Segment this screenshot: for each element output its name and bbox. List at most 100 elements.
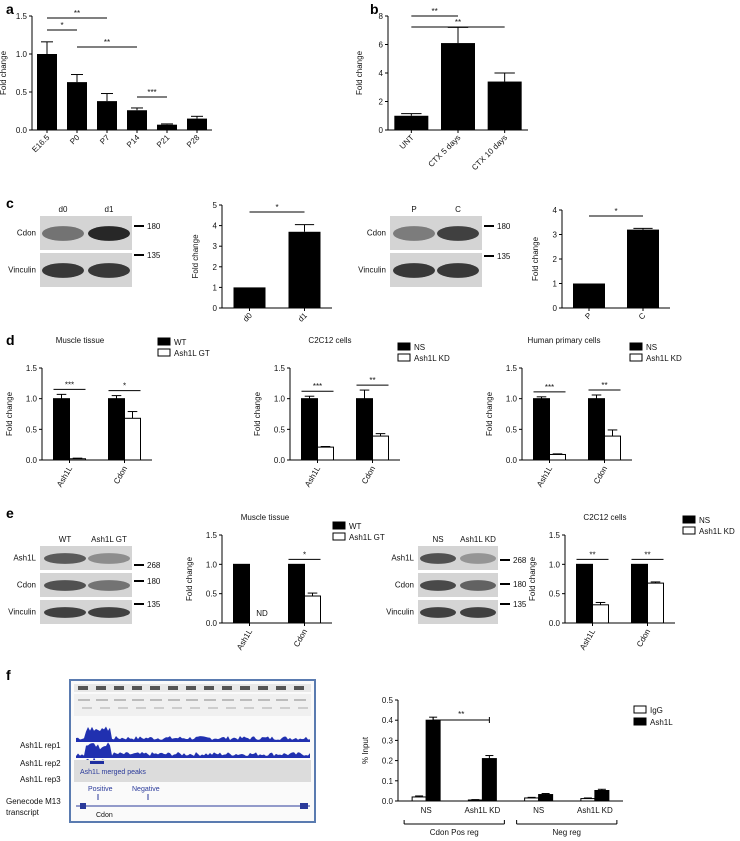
blot-c2: P C Cdon Vinculin 180 135 [358,205,511,287]
y-axis-label: Fold change [528,556,537,601]
bar-Ash1L-3 [594,789,610,802]
y-tick-label: 1 [213,283,218,292]
panel-label-e: e [6,505,14,521]
bar-Ash1L KD-1 [647,582,664,624]
x-tick-label: P21 [155,133,172,150]
bar-0 [394,115,429,130]
merged-peaks-track [74,760,311,782]
bar-WT-0 [53,398,70,461]
x-tick-label: NS [421,806,432,815]
band-0-1 [460,553,496,564]
ruler-mark [186,686,196,690]
legend-swatch-0 [397,342,411,351]
y-axis-label: Fold change [355,50,364,95]
chart-title: C2C12 cells [308,336,351,345]
y-tick-label: 1.5 [274,364,286,373]
y-tick-label: 0.1 [382,777,394,786]
y-tick-label: 0.5 [16,88,28,97]
bar-Ash1L-2 [538,794,554,802]
x-tick-label: Ash1L [55,464,74,489]
row-label-1: Cdon [395,581,414,590]
merged-peak-mark [90,761,104,764]
ruler-mark [132,686,142,690]
marker-label-2: 135 [513,600,527,609]
bar-WT-1 [288,563,305,624]
lane-label-1: Ash1L GT [91,535,127,544]
annotation: ND [256,609,268,618]
y-tick-label: 1.5 [16,12,28,21]
legend-label-1: Ash1L KD [414,354,450,363]
chart-c2: 0 1 2 3 4 Fold change P C * [531,206,670,322]
legend-label-0: IgG [650,706,663,715]
signal-track-2 [76,742,310,758]
x-tick-label: d0 [241,311,254,324]
track-label-2: Ash1L rep2 [20,759,61,768]
chart-d2: 0.0 0.5 1.0 1.5 Fold change C2C12 cells Ash1L *… [253,336,450,489]
marker-label-0: 180 [147,222,161,231]
bar-NS-1 [588,398,605,461]
ruler-mark [240,686,250,690]
lane-label-0: NS [432,535,443,544]
panel-label-b: b [370,1,379,17]
bar-Ash1L-0 [425,719,441,802]
marker-label-1: 180 [147,577,161,586]
x-tick-label: Cdon [360,465,377,486]
y-tick-label: 0.5 [26,425,38,434]
track-label-3: Ash1L rep3 [20,775,61,784]
blot-c1: d0 d1 Cdon Vinculin 180 135 [8,205,161,287]
lane-label-1: Ash1L KD [460,535,496,544]
sig-label: *** [313,382,322,391]
legend-label-1: Ash1L GT [174,349,210,358]
x-tick-label: Ash1L KD [577,806,613,815]
band-1-1 [88,263,130,278]
band-2-1 [88,607,130,618]
y-tick-label: 1.5 [206,531,218,540]
row-label-2: Vinculin [8,608,36,617]
y-tick-label: 1.5 [549,531,561,540]
y-tick-label: 1.0 [549,560,561,569]
y-tick-label: 4 [379,69,384,78]
bar-Ash1L KD-1 [372,435,389,461]
chart-title: Human primary cells [528,336,601,345]
sig-label: * [303,550,306,559]
sig-label: * [123,382,126,391]
band-2-0 [44,607,86,618]
lane-label-1: d1 [105,205,114,214]
bar-Ash1L-1 [481,758,497,802]
band-0-1 [88,226,130,241]
row-label-1: Vinculin [358,266,386,275]
y-tick-label: 3 [553,231,558,240]
band-0-0 [393,226,435,241]
bar-WT-1 [108,398,125,461]
row-label-2: Vinculin [386,608,414,617]
legend-swatch-1 [629,353,643,362]
chart-title: Muscle tissue [56,336,105,345]
bar-0 [233,287,266,308]
y-axis-label: Fold change [253,391,262,436]
bar-IgG-2 [524,797,540,802]
negative-label: Negative [132,786,160,793]
y-tick-label: 6 [379,41,384,50]
bar-3 [127,110,147,130]
bar-Ash1L KD-0 [317,446,334,461]
y-tick-label: 0.3 [382,736,394,745]
annot-label-2: transcript [6,808,40,817]
band-0-1 [88,553,130,564]
marker-label-0: 268 [147,561,161,570]
sig-label: ** [589,550,595,559]
x-tick-label: E16.5 [30,133,52,155]
sig-label: *** [147,88,156,97]
legend-label-0: NS [699,516,710,525]
chart-e2: 0.0 0.5 1.0 1.5 Fold change C2C12 cells Ash1L *… [528,513,735,652]
bar-0 [573,283,605,308]
x-tick-label: C [637,311,648,322]
ruler-mark [78,686,88,690]
x-tick-label: Ash1L [235,627,254,652]
chart-e1: 0.0 0.5 1.0 1.5 Fold change Muscle tissue Ash1… [185,513,385,652]
genome-header [74,694,311,716]
ruler-mark [258,686,268,690]
bar-Ash1L KD-0 [549,453,566,461]
y-tick-label: 0.0 [206,619,218,628]
lane-label-0: d0 [59,205,68,214]
legend-swatch-0 [633,705,647,714]
